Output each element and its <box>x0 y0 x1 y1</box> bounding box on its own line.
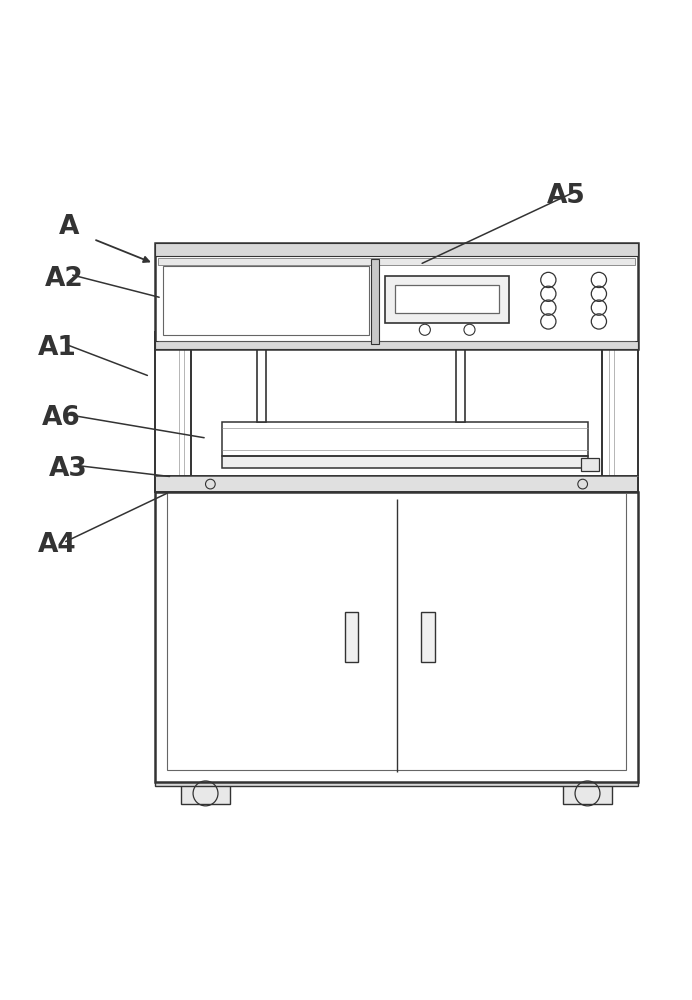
Bar <box>155 780 638 786</box>
Text: A6: A6 <box>42 405 80 431</box>
Bar <box>602 332 638 492</box>
Bar <box>257 339 266 422</box>
Bar <box>155 476 638 492</box>
Bar <box>155 243 638 349</box>
Text: A: A <box>59 214 79 240</box>
Bar <box>158 258 635 265</box>
Text: A4: A4 <box>38 532 77 558</box>
Bar <box>345 612 358 662</box>
Bar <box>167 492 626 770</box>
Bar <box>563 782 612 804</box>
Bar <box>155 332 191 492</box>
Bar <box>395 285 500 313</box>
Bar <box>455 339 464 422</box>
Bar <box>421 612 435 662</box>
Text: A5: A5 <box>547 183 585 209</box>
Bar <box>385 276 509 323</box>
Bar <box>181 782 230 804</box>
Bar <box>155 341 638 349</box>
Bar <box>222 456 588 468</box>
Bar <box>222 422 588 456</box>
Text: A1: A1 <box>38 335 77 361</box>
Text: A2: A2 <box>45 266 84 292</box>
Bar <box>371 259 379 344</box>
Bar <box>163 266 370 335</box>
Bar <box>155 243 638 256</box>
Bar <box>255 339 464 349</box>
Bar <box>581 458 599 471</box>
Bar <box>155 492 638 782</box>
Text: A3: A3 <box>48 456 87 482</box>
